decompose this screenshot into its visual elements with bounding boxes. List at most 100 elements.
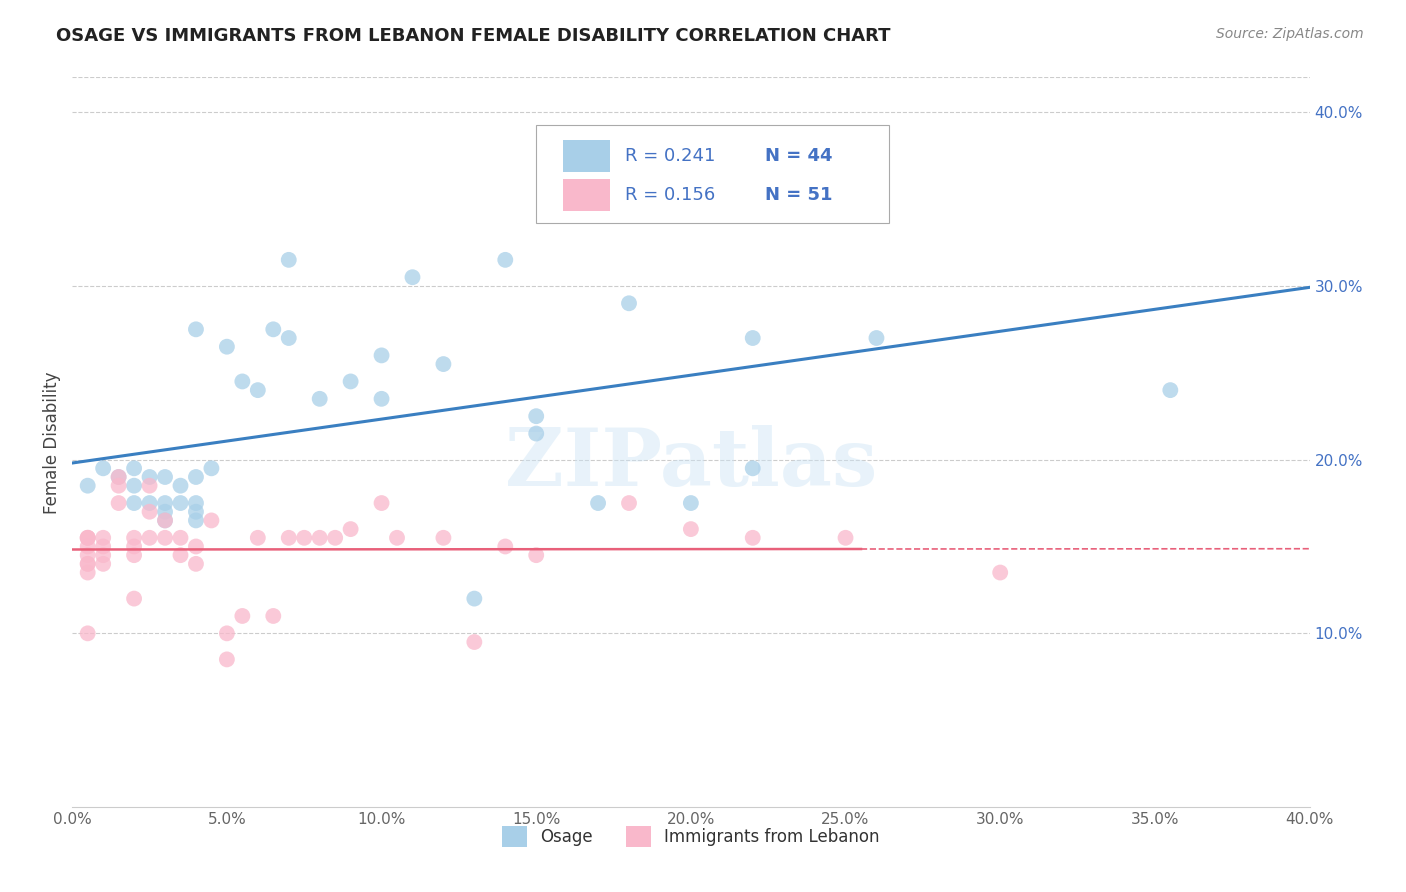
- Point: [76, 548, 98, 562]
- Y-axis label: Female Disability: Female Disability: [44, 371, 60, 514]
- Point: [370, 392, 392, 406]
- Point: [138, 478, 160, 492]
- Point: [122, 531, 145, 545]
- Point: [865, 331, 887, 345]
- Bar: [564, 140, 610, 171]
- Point: [586, 496, 609, 510]
- Point: [231, 609, 253, 624]
- Point: [385, 531, 408, 545]
- Point: [184, 322, 207, 336]
- Point: [741, 531, 763, 545]
- Point: [122, 540, 145, 554]
- Point: [617, 296, 640, 310]
- Point: [91, 557, 114, 571]
- Point: [76, 531, 98, 545]
- Point: [200, 513, 222, 527]
- Point: [617, 496, 640, 510]
- FancyBboxPatch shape: [536, 125, 889, 223]
- Point: [138, 531, 160, 545]
- Point: [122, 461, 145, 475]
- Point: [91, 548, 114, 562]
- Text: N = 51: N = 51: [765, 186, 832, 204]
- Point: [122, 496, 145, 510]
- Point: [184, 513, 207, 527]
- Point: [200, 461, 222, 475]
- Point: [246, 383, 269, 397]
- Text: OSAGE VS IMMIGRANTS FROM LEBANON FEMALE DISABILITY CORRELATION CHART: OSAGE VS IMMIGRANTS FROM LEBANON FEMALE …: [56, 27, 891, 45]
- Text: R = 0.241: R = 0.241: [626, 146, 716, 165]
- Point: [370, 348, 392, 362]
- Point: [107, 470, 129, 484]
- Point: [169, 478, 191, 492]
- Point: [122, 478, 145, 492]
- Point: [494, 252, 516, 267]
- Point: [153, 513, 176, 527]
- Point: [184, 470, 207, 484]
- Point: [91, 531, 114, 545]
- Point: [231, 375, 253, 389]
- Point: [153, 470, 176, 484]
- Point: [679, 496, 702, 510]
- Point: [91, 461, 114, 475]
- Point: [308, 392, 330, 406]
- Point: [138, 496, 160, 510]
- Point: [107, 496, 129, 510]
- Point: [184, 496, 207, 510]
- Point: [401, 270, 423, 285]
- Point: [246, 531, 269, 545]
- Point: [153, 513, 176, 527]
- Point: [308, 531, 330, 545]
- Point: [153, 505, 176, 519]
- Text: N = 44: N = 44: [765, 146, 832, 165]
- Point: [679, 522, 702, 536]
- Point: [262, 609, 284, 624]
- Point: [494, 540, 516, 554]
- Text: ZIPatlas: ZIPatlas: [505, 425, 877, 503]
- Point: [215, 340, 238, 354]
- Point: [679, 192, 702, 206]
- Point: [91, 540, 114, 554]
- Point: [184, 505, 207, 519]
- Point: [432, 531, 454, 545]
- Point: [834, 531, 856, 545]
- Point: [215, 626, 238, 640]
- Point: [76, 478, 98, 492]
- Point: [76, 626, 98, 640]
- Point: [339, 375, 361, 389]
- Point: [76, 557, 98, 571]
- Point: [153, 531, 176, 545]
- Point: [153, 496, 176, 510]
- Point: [184, 557, 207, 571]
- Point: [76, 540, 98, 554]
- Point: [463, 591, 485, 606]
- Point: [122, 591, 145, 606]
- Point: [262, 322, 284, 336]
- Text: Source: ZipAtlas.com: Source: ZipAtlas.com: [1216, 27, 1364, 41]
- Point: [122, 548, 145, 562]
- Point: [524, 426, 547, 441]
- Point: [524, 409, 547, 424]
- Legend: Osage, Immigrants from Lebanon: Osage, Immigrants from Lebanon: [495, 820, 887, 854]
- Point: [988, 566, 1011, 580]
- Bar: [564, 179, 610, 211]
- Point: [76, 566, 98, 580]
- Point: [138, 505, 160, 519]
- Point: [277, 252, 299, 267]
- Point: [524, 548, 547, 562]
- Text: R = 0.156: R = 0.156: [626, 186, 716, 204]
- Point: [107, 470, 129, 484]
- Point: [323, 531, 346, 545]
- Point: [76, 531, 98, 545]
- Point: [169, 531, 191, 545]
- Point: [277, 531, 299, 545]
- Point: [432, 357, 454, 371]
- Point: [1159, 383, 1181, 397]
- Point: [339, 522, 361, 536]
- Point: [292, 531, 315, 545]
- Point: [169, 548, 191, 562]
- Point: [215, 652, 238, 666]
- Point: [184, 540, 207, 554]
- Point: [169, 496, 191, 510]
- Point: [107, 478, 129, 492]
- Point: [76, 531, 98, 545]
